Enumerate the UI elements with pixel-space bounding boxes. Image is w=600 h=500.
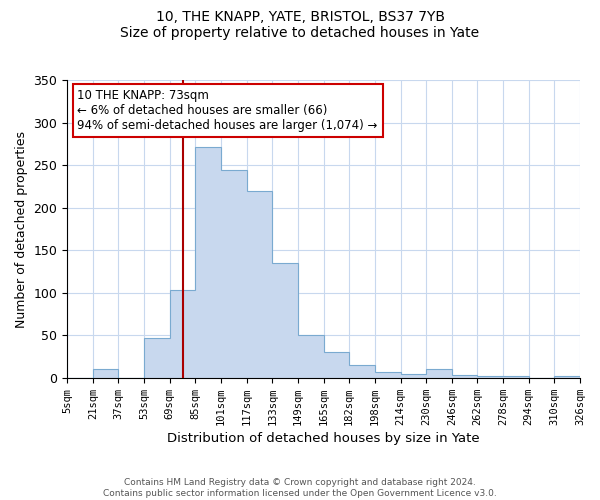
Text: 10 THE KNAPP: 73sqm
← 6% of detached houses are smaller (66)
94% of semi-detache: 10 THE KNAPP: 73sqm ← 6% of detached hou…	[77, 89, 378, 132]
Text: Contains HM Land Registry data © Crown copyright and database right 2024.
Contai: Contains HM Land Registry data © Crown c…	[103, 478, 497, 498]
Y-axis label: Number of detached properties: Number of detached properties	[15, 130, 28, 328]
X-axis label: Distribution of detached houses by size in Yate: Distribution of detached houses by size …	[167, 432, 480, 445]
Text: 10, THE KNAPP, YATE, BRISTOL, BS37 7YB
Size of property relative to detached hou: 10, THE KNAPP, YATE, BRISTOL, BS37 7YB S…	[121, 10, 479, 40]
